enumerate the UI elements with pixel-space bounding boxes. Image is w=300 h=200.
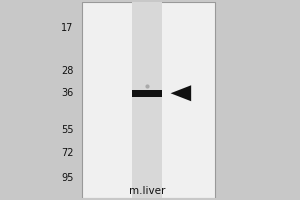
Text: 72: 72 — [61, 148, 74, 158]
Text: m.liver: m.liver — [129, 186, 165, 196]
Text: 28: 28 — [61, 66, 74, 76]
Text: 55: 55 — [61, 125, 74, 135]
Bar — [82, 2, 215, 198]
Text: 36: 36 — [61, 88, 74, 98]
Text: 95: 95 — [61, 173, 74, 183]
Bar — [132, 2, 162, 198]
Bar — [132, 90, 162, 97]
Text: 17: 17 — [61, 23, 74, 33]
Polygon shape — [171, 85, 191, 101]
